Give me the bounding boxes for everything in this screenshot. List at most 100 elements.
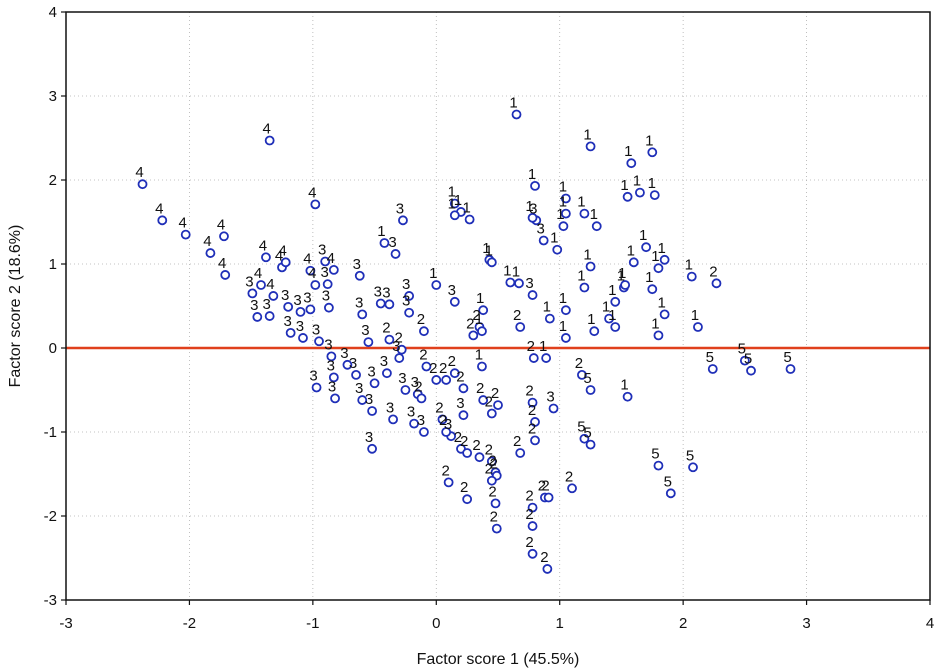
- point-label: 2: [472, 307, 480, 324]
- x-tick-label: 0: [432, 615, 440, 632]
- data-point: [342, 359, 353, 370]
- data-point: [295, 306, 306, 317]
- point-label: 2: [565, 468, 573, 485]
- y-tick-label: 0: [49, 340, 57, 357]
- data-point: [437, 414, 448, 425]
- point-label: 3: [312, 321, 320, 338]
- data-point: [449, 368, 460, 379]
- data-point: [659, 254, 670, 265]
- point-label: 1: [639, 227, 647, 244]
- data-point: [379, 238, 390, 248]
- data-point: [441, 427, 452, 437]
- point-label: 3: [365, 429, 373, 446]
- point-label: 1: [475, 311, 483, 328]
- data-point: [647, 147, 658, 158]
- data-point: [137, 179, 148, 190]
- x-tick-label: -3: [59, 615, 72, 632]
- point-label: 3: [320, 264, 328, 281]
- data-point: [688, 462, 698, 473]
- data-point: [515, 448, 526, 458]
- data-point: [416, 393, 427, 404]
- data-point: [552, 244, 563, 255]
- data-point: [462, 448, 473, 458]
- data-point: [298, 333, 308, 343]
- x-tick-label: 4: [926, 615, 934, 632]
- point-label: 2: [538, 478, 546, 495]
- point-label: 2: [456, 368, 464, 385]
- data-point: [486, 257, 497, 268]
- data-point: [647, 284, 658, 295]
- data-point: [261, 252, 271, 263]
- data-point: [320, 256, 331, 267]
- point-label: 4: [275, 247, 283, 264]
- point-label: 2: [414, 378, 422, 395]
- data-point: [324, 302, 334, 313]
- point-label: 1: [645, 132, 653, 149]
- data-point: [256, 280, 266, 290]
- point-label: 1: [657, 294, 665, 311]
- point-label: 3: [392, 338, 400, 355]
- data-point: [530, 417, 540, 427]
- point-label: 3: [388, 234, 396, 251]
- data-point: [384, 299, 395, 310]
- data-point: [491, 523, 502, 534]
- data-point: [396, 344, 407, 355]
- data-point: [330, 393, 340, 404]
- data-point: [544, 313, 555, 324]
- data-point: [421, 361, 432, 372]
- data-point: [527, 290, 538, 300]
- point-label: 2: [488, 483, 496, 500]
- point-label: 2: [472, 437, 480, 454]
- data-point: [527, 397, 538, 408]
- data-point: [394, 353, 405, 363]
- data-point: [560, 193, 571, 204]
- point-label: 2: [513, 307, 521, 324]
- point-label: 3: [448, 282, 456, 299]
- y-tick-label: 1: [49, 256, 57, 273]
- data-point: [400, 385, 411, 395]
- point-label: 1: [645, 269, 653, 286]
- data-point: [515, 322, 526, 332]
- point-label: 2: [460, 433, 468, 450]
- data-point: [305, 265, 316, 276]
- y-axis-title: Factor score 2 (18.6%): [7, 225, 24, 388]
- gridlines: [66, 12, 930, 600]
- point-label: 2: [490, 509, 498, 526]
- data-point: [419, 326, 429, 337]
- y-tick-label: -1: [44, 424, 57, 441]
- data-point: [653, 330, 664, 341]
- data-point: [511, 109, 522, 120]
- point-label: 3: [402, 276, 410, 293]
- data-point: [490, 498, 501, 509]
- point-label: 1: [633, 173, 641, 190]
- point-label: 3: [318, 241, 326, 258]
- point-label: 2: [466, 315, 474, 332]
- point-label: 1: [462, 199, 470, 216]
- data-point: [579, 282, 590, 293]
- data-point: [157, 215, 168, 226]
- data-point: [431, 280, 442, 290]
- data-point: [527, 212, 538, 223]
- point-label: 1: [577, 268, 585, 285]
- data-point: [560, 305, 571, 316]
- data-point: [649, 190, 660, 201]
- point-label: 3: [324, 336, 332, 353]
- point-label: 1: [550, 230, 558, 247]
- data-point: [528, 353, 539, 363]
- point-label: 2: [439, 412, 447, 429]
- data-point: [462, 494, 473, 505]
- point-label: 3: [245, 273, 253, 290]
- data-point: [579, 208, 590, 219]
- point-label: 1: [454, 192, 462, 209]
- data-point: [252, 312, 263, 322]
- point-label: 5: [583, 425, 591, 442]
- data-point: [357, 395, 368, 405]
- point-label: 1: [525, 198, 533, 215]
- point-label: 1: [627, 242, 635, 259]
- point-label: 1: [620, 377, 628, 394]
- data-point: [579, 433, 590, 444]
- data-markers: [137, 109, 796, 574]
- data-point: [622, 391, 633, 402]
- data-point: [369, 378, 380, 389]
- data-point: [367, 443, 378, 454]
